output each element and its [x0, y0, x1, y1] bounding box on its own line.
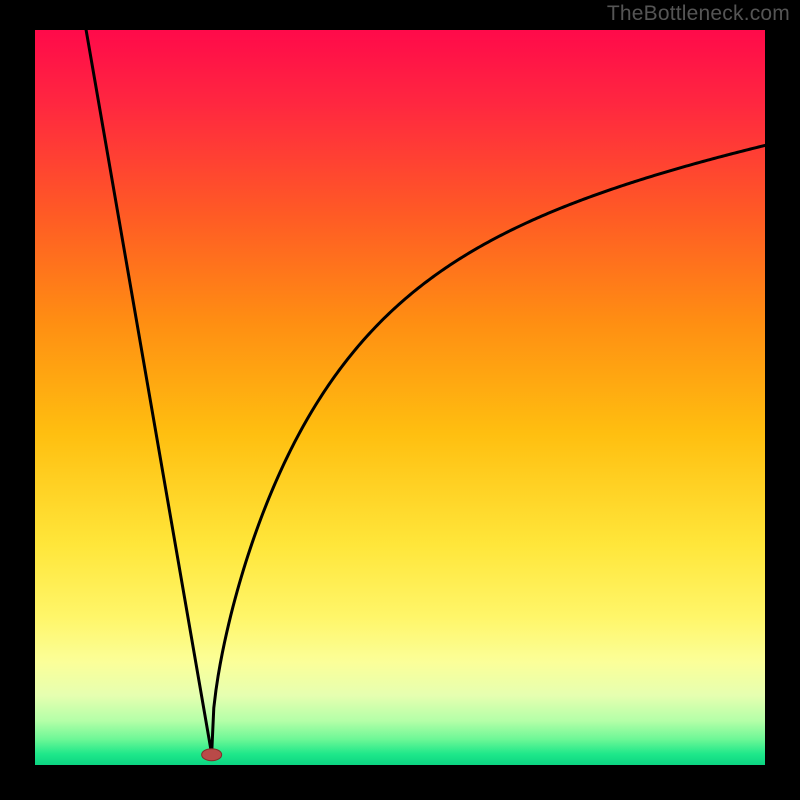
- chart-container: TheBottleneck.com: [0, 0, 800, 800]
- minimum-marker: [202, 749, 222, 761]
- plot-area: [35, 30, 765, 765]
- watermark-text: TheBottleneck.com: [607, 2, 790, 26]
- chart-svg: [0, 0, 800, 800]
